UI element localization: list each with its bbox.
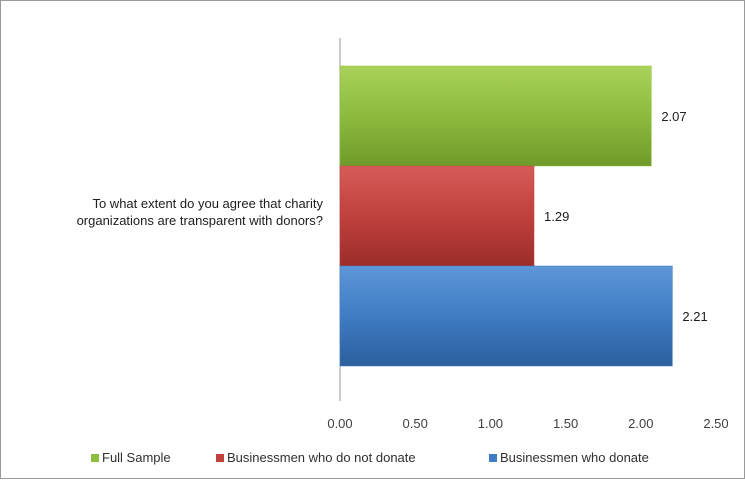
data-label-1: 2.07 <box>661 109 686 124</box>
legend-label-3: Businessmen who donate <box>500 450 649 465</box>
legend-swatch-1 <box>91 454 99 462</box>
legend-swatch-2 <box>216 454 224 462</box>
bar-3 <box>339 265 673 367</box>
x-tick-label: 1.50 <box>553 416 578 431</box>
x-tick-label: 0.50 <box>403 416 428 431</box>
legend-label-1: Full Sample <box>102 450 171 465</box>
legend-swatch-3 <box>489 454 497 462</box>
x-tick-label: 1.00 <box>478 416 503 431</box>
bar-2 <box>339 165 535 267</box>
category-label-line: To what extent do you agree that charity <box>92 196 323 211</box>
data-label-2: 1.29 <box>544 209 569 224</box>
category-label-line: organizations are transparent with donor… <box>77 213 323 228</box>
bar-1 <box>339 65 652 167</box>
legend-label-2: Businessmen who do not donate <box>227 450 416 465</box>
data-label-3: 2.21 <box>682 309 707 324</box>
x-tick-label: 0.00 <box>327 416 352 431</box>
x-tick-label: 2.00 <box>628 416 653 431</box>
x-tick-label: 2.50 <box>703 416 728 431</box>
